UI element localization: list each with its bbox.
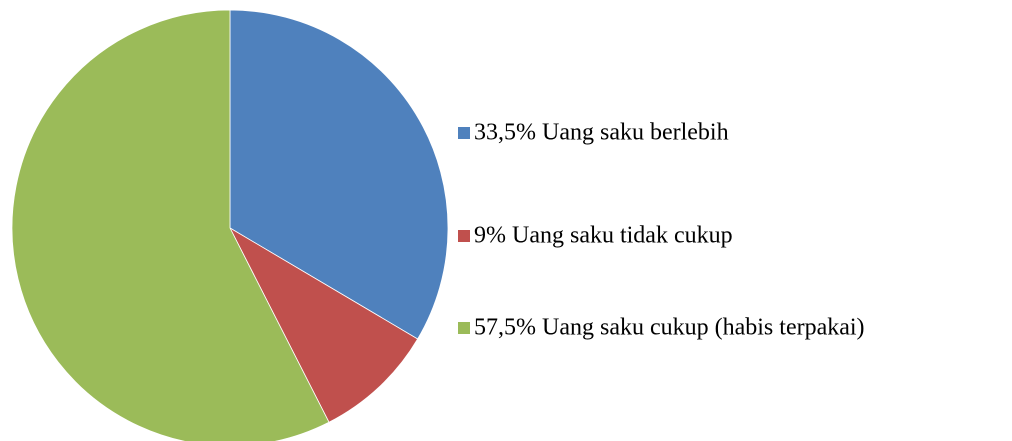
pie-slice bbox=[229, 226, 419, 423]
legend-swatch bbox=[458, 127, 470, 139]
legend-label: 33,5% Uang saku berlebih bbox=[474, 120, 729, 146]
legend-label: 57,5% Uang saku cukup (habis terpakai) bbox=[474, 315, 865, 341]
legend-label: 9% Uang saku tidak cukup bbox=[474, 223, 733, 249]
legend-swatch bbox=[458, 322, 470, 334]
legend-swatch bbox=[458, 230, 470, 242]
pie-slice bbox=[11, 9, 330, 441]
pie-slice bbox=[229, 9, 449, 340]
